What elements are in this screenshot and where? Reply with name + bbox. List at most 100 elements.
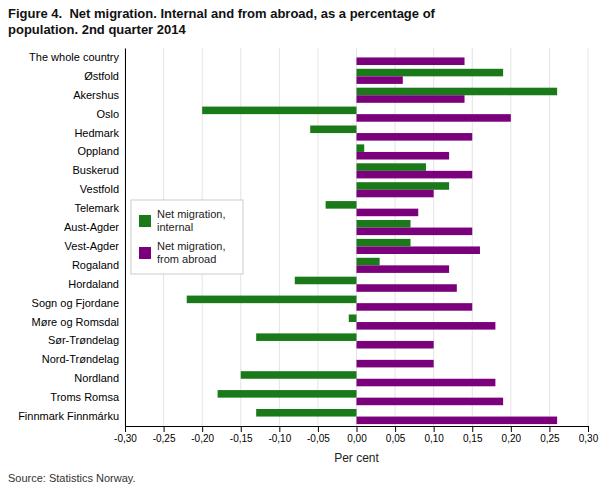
legend-box xyxy=(131,200,243,274)
x-tick-mark xyxy=(318,426,319,432)
bar xyxy=(357,114,511,122)
bar xyxy=(357,69,504,77)
bar xyxy=(357,209,419,217)
x-axis: -0,30 -0,25 -0,20 -0,15 -0,10 -0,05 0,00 0,05 0,… xyxy=(114,426,599,444)
grid-line xyxy=(549,48,550,426)
bar-series xyxy=(357,57,558,424)
plot: -0,30 -0,25 -0,20 -0,15 -0,10 -0,05 0,00 0,05 0,… xyxy=(18,48,599,444)
bar xyxy=(357,398,504,406)
y-tick-label: Vest-Agder xyxy=(65,240,120,252)
bar xyxy=(326,201,357,209)
y-tick: Vestfold xyxy=(80,183,125,195)
y-tick: Hordaland xyxy=(68,278,125,290)
x-tick: 0,15 xyxy=(463,426,483,444)
x-tick-label: -0,25 xyxy=(153,433,176,444)
bar xyxy=(357,76,403,84)
bar xyxy=(349,314,357,322)
source: Source: Statistics Norway. xyxy=(8,472,136,484)
bar xyxy=(357,171,473,179)
grid-line xyxy=(125,48,126,426)
y-tick-label: Finnmark Finnmárku xyxy=(18,410,119,422)
bar xyxy=(357,88,558,96)
y-tick-label: Vestfold xyxy=(80,183,119,195)
grid xyxy=(125,48,588,426)
x-tick-mark xyxy=(434,426,435,432)
x-tick: -0,30 xyxy=(114,426,137,444)
y-tick-label: Østfold xyxy=(84,70,119,82)
chart: Figure 4. Net migration. Internal and fr… xyxy=(0,0,610,488)
y-tick: Buskerud xyxy=(73,164,125,176)
y-tick-label: Hordaland xyxy=(68,278,119,290)
x-tick: -0,15 xyxy=(230,426,253,444)
bar xyxy=(357,57,465,65)
bar xyxy=(357,258,380,266)
bar xyxy=(310,125,356,133)
x-tick-mark xyxy=(549,426,550,432)
y-tick: Finnmark Finnmárku xyxy=(18,410,125,422)
bar xyxy=(357,360,434,368)
x-tick-mark xyxy=(395,426,396,432)
y-tick-label: Akershus xyxy=(73,89,119,101)
grid-line xyxy=(510,48,511,426)
y-tick: Aust-Agder xyxy=(64,221,125,233)
legend-label: Net migration,from abroad xyxy=(157,240,225,265)
bar xyxy=(357,190,434,198)
y-tick: Akershus xyxy=(73,89,125,101)
bar xyxy=(357,133,473,141)
x-tick-label: 0,10 xyxy=(424,433,444,444)
x-tick-label: 0,25 xyxy=(540,433,560,444)
y-axis-line xyxy=(125,49,126,427)
x-tick-label: 0,00 xyxy=(347,433,367,444)
bar xyxy=(357,322,496,330)
bar xyxy=(357,220,411,228)
bar xyxy=(357,239,411,247)
x-tick-label: 0,05 xyxy=(386,433,406,444)
x-tick-mark xyxy=(164,426,165,432)
x-tick-mark xyxy=(279,426,280,432)
y-tick: Sogn og Fjordane xyxy=(32,297,125,309)
x-tick-mark xyxy=(588,426,589,432)
bar xyxy=(357,265,450,273)
y-tick: Østfold xyxy=(84,70,125,82)
y-tick: Vest-Agder xyxy=(65,240,125,252)
y-tick-label: Rogaland xyxy=(72,259,119,271)
y-tick: Troms Romsa xyxy=(50,391,125,403)
x-tick: 0,00 xyxy=(347,426,367,444)
bar xyxy=(256,409,356,417)
legend-swatch xyxy=(139,215,151,227)
x-tick-mark xyxy=(241,426,242,432)
bar xyxy=(187,296,357,304)
x-tick: 0,10 xyxy=(424,426,444,444)
y-tick: The whole country xyxy=(29,51,125,63)
grid-line xyxy=(433,48,434,426)
bar xyxy=(202,107,356,115)
x-tick-label: -0,10 xyxy=(268,433,291,444)
x-tick-label: -0,05 xyxy=(307,433,330,444)
bar xyxy=(357,152,450,160)
x-axis-line xyxy=(126,427,589,433)
bar xyxy=(241,371,357,379)
bar xyxy=(357,228,473,236)
grid-line xyxy=(395,48,396,426)
bar xyxy=(357,182,450,190)
y-tick-label: Aust-Agder xyxy=(64,221,119,233)
y-tick: Oppland xyxy=(77,145,125,157)
legend: Net migration,internalNet migration,from… xyxy=(131,200,243,274)
x-tick-label: -0,20 xyxy=(191,433,214,444)
x-tick-label: 0,20 xyxy=(502,433,522,444)
bar xyxy=(357,246,480,254)
grid-line xyxy=(356,48,357,426)
x-tick-label: -0,30 xyxy=(114,433,137,444)
y-tick: Telemark xyxy=(74,202,125,214)
x-tick-mark xyxy=(472,426,473,432)
bar xyxy=(295,277,357,285)
bar xyxy=(357,417,558,425)
y-tick: Oslo xyxy=(96,108,125,120)
x-tick: -0,25 xyxy=(153,426,176,444)
x-tick-label: 0,15 xyxy=(463,433,483,444)
y-tick-label: Troms Romsa xyxy=(50,391,120,403)
y-tick: Hedmark xyxy=(74,127,125,139)
x-tick: -0,20 xyxy=(191,426,214,444)
x-axis-title: Per cent xyxy=(334,451,379,465)
title: Figure 4. Net migration. Internal and fr… xyxy=(8,6,436,37)
